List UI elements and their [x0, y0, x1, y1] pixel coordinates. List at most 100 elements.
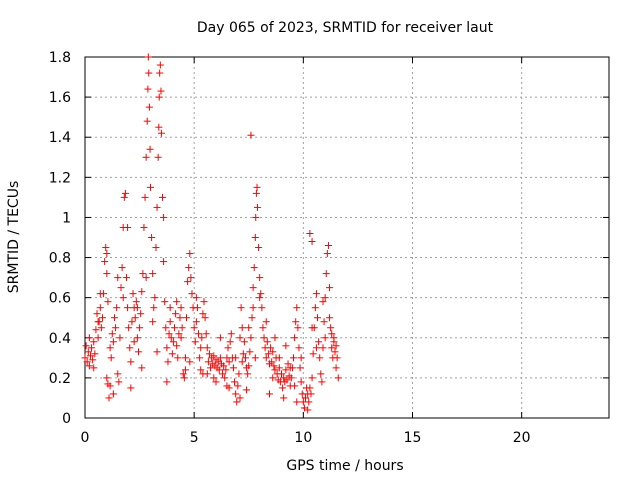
data-point	[255, 244, 263, 252]
data-point	[136, 324, 144, 332]
data-point	[212, 378, 220, 386]
data-point	[331, 348, 339, 356]
data-point	[165, 330, 173, 338]
data-point	[119, 294, 127, 302]
data-point	[132, 298, 140, 306]
data-point	[84, 348, 92, 356]
data-point	[308, 324, 316, 332]
data-point	[114, 274, 122, 282]
data-point	[265, 390, 273, 398]
data-point	[295, 344, 303, 352]
data-point	[223, 382, 231, 390]
data-point	[172, 310, 180, 318]
data-point	[103, 374, 111, 382]
data-point	[203, 344, 211, 352]
data-point	[204, 358, 212, 366]
data-point	[166, 304, 174, 312]
data-point	[96, 304, 104, 312]
data-point	[86, 352, 94, 360]
data-point	[152, 244, 160, 252]
data-point	[207, 364, 215, 372]
data-point	[239, 350, 247, 358]
data-point	[175, 330, 183, 338]
y-tick-label: 0.8	[49, 251, 71, 267]
data-point	[142, 153, 150, 161]
data-point	[177, 304, 185, 312]
data-point	[156, 61, 164, 69]
data-point	[191, 338, 199, 346]
data-point	[244, 370, 252, 378]
data-point	[306, 384, 314, 392]
data-point	[114, 370, 122, 378]
x-tick-label: 20	[513, 430, 531, 446]
data-point	[333, 354, 341, 362]
data-point	[134, 348, 142, 356]
data-point	[205, 350, 213, 358]
data-point	[159, 193, 167, 201]
data-point	[187, 274, 195, 282]
data-point	[110, 314, 118, 322]
data-point	[145, 103, 153, 111]
data-point	[292, 318, 300, 326]
data-point	[312, 344, 320, 352]
data-point	[109, 338, 117, 346]
data-point	[253, 203, 261, 211]
data-point	[232, 390, 240, 398]
x-tick-label: 0	[81, 430, 90, 446]
data-point	[186, 358, 194, 366]
data-point	[257, 290, 265, 298]
data-point	[260, 334, 268, 342]
data-point	[167, 334, 175, 342]
data-point	[280, 394, 288, 402]
data-point	[184, 278, 192, 286]
data-point	[267, 344, 275, 352]
data-point	[216, 334, 224, 342]
data-point	[312, 290, 320, 298]
data-point	[108, 330, 116, 338]
data-point	[93, 310, 101, 318]
data-point	[251, 234, 259, 241]
data-point	[163, 344, 171, 352]
data-point	[163, 378, 171, 386]
data-point	[160, 258, 168, 266]
data-point	[127, 384, 135, 392]
data-point	[171, 324, 179, 332]
data-point	[150, 304, 158, 312]
data-point	[251, 354, 259, 362]
data-point	[249, 284, 257, 292]
data-point	[219, 370, 227, 378]
y-tick-label: 0.2	[49, 371, 71, 387]
data-point	[293, 304, 301, 312]
data-point	[309, 350, 317, 358]
data-point	[98, 314, 106, 322]
data-point	[199, 310, 207, 318]
data-point	[241, 354, 249, 362]
data-point	[324, 242, 332, 250]
data-point	[153, 203, 161, 211]
data-point	[221, 374, 229, 382]
data-point	[332, 342, 340, 350]
data-point	[89, 356, 97, 364]
data-point	[147, 183, 154, 191]
data-point	[315, 338, 323, 346]
data-point	[210, 374, 218, 382]
data-point	[137, 310, 145, 318]
data-point	[161, 298, 169, 306]
data-point	[188, 290, 196, 298]
data-point	[323, 250, 331, 258]
y-axis-label: SRMTID / TECUs	[6, 181, 22, 294]
data-point	[131, 314, 139, 322]
data-point	[225, 358, 233, 366]
data-point	[94, 318, 102, 326]
data-point	[185, 264, 193, 272]
data-point	[286, 364, 294, 372]
axis-ticks: 0 5 10 15 20 0 0.2 0.4 0.6 0.8 1 1.2 1.4 1.6 1.8	[49, 50, 609, 446]
data-point	[174, 354, 182, 362]
data-point	[102, 244, 110, 252]
data-point	[296, 364, 304, 372]
data-point	[229, 364, 237, 372]
data-point	[311, 304, 319, 312]
data-point	[249, 304, 257, 312]
data-point	[334, 374, 342, 382]
